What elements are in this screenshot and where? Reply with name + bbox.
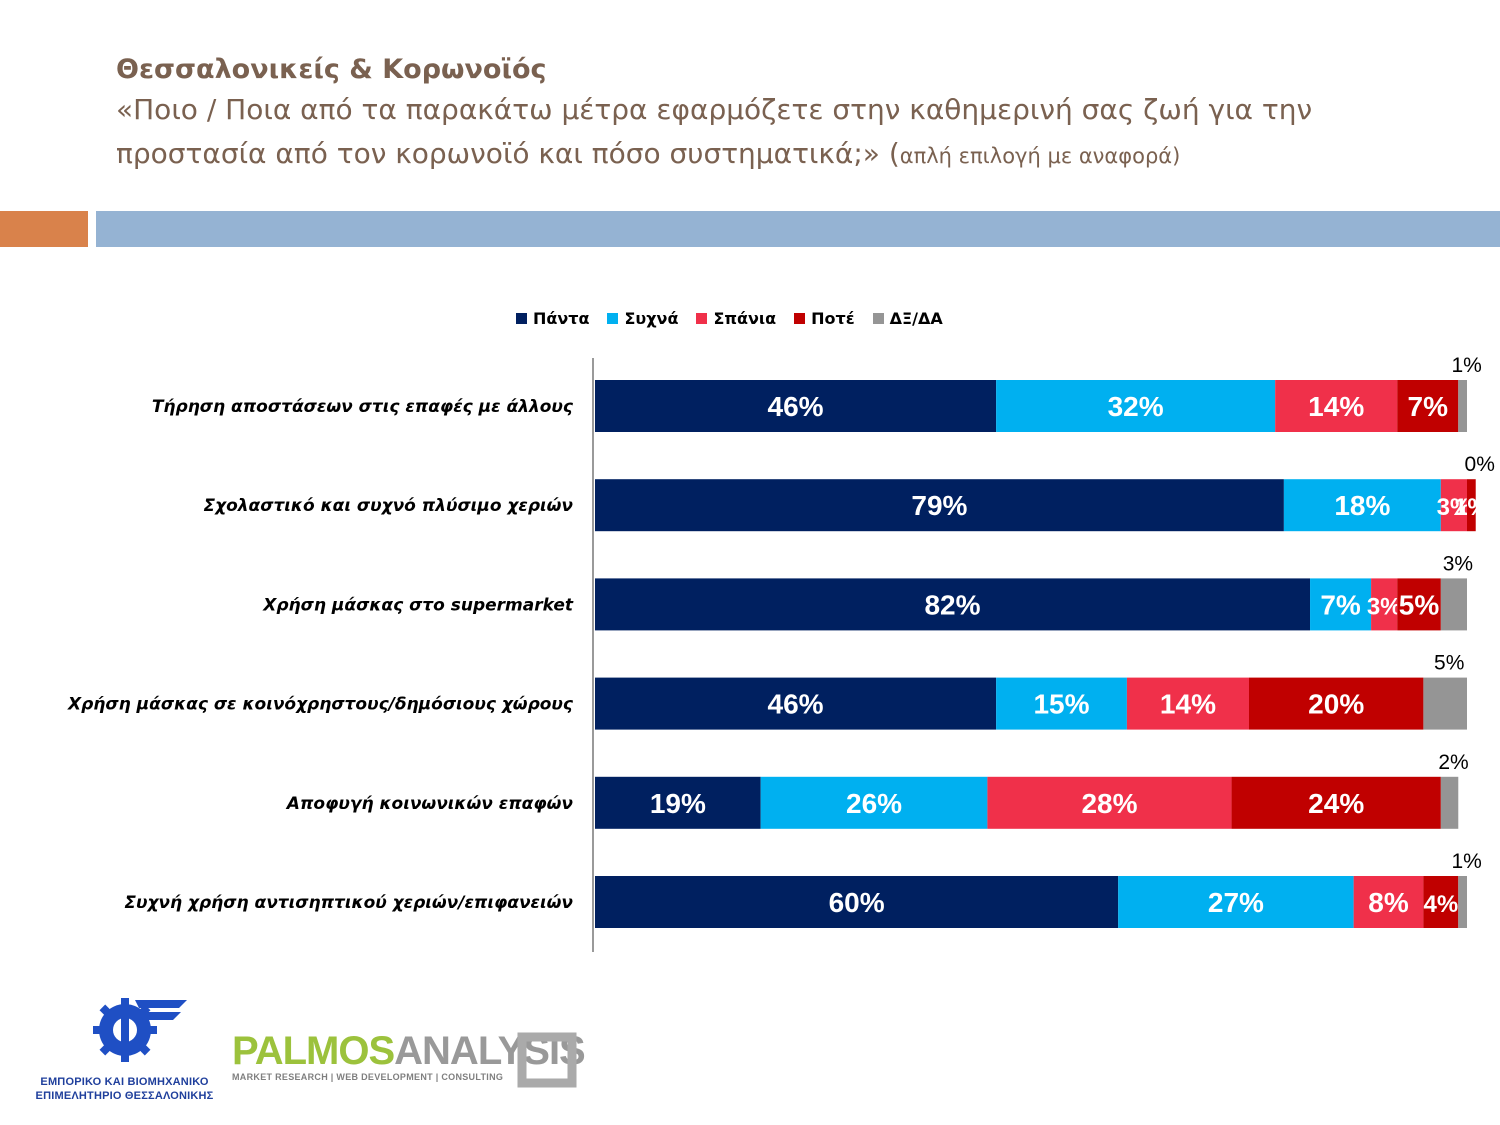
value-label-0-2: 14% [1308, 391, 1364, 422]
value-label-4-2: 28% [1081, 788, 1137, 819]
value-label-4-0: 19% [650, 788, 706, 819]
value-label-3-1: 15% [1033, 689, 1089, 720]
value-label-0-3: 7% [1408, 391, 1449, 422]
bar-5-3 [1423, 876, 1459, 928]
title-question: «Ποιο / Ποια από τα παρακάτω μέτρα εφαρμ… [116, 88, 1456, 178]
value-label-4-4: 2% [1438, 751, 1468, 774]
value-label-1-4: 0% [1465, 453, 1495, 476]
value-label-3-0: 46% [768, 689, 824, 720]
value-label-3-2: 14% [1160, 689, 1216, 720]
chamber-logo: ΕΜΠΟΡΙΚΟ ΚΑΙ ΒΙΟΜΗΧΑΝΙΚΟ ΕΠΙΜΕΛΗΤΗΡΙΟ ΘΕ… [22, 998, 227, 1108]
legend-label-4: ΔΞ/ΔΑ [889, 308, 943, 328]
bar-2-4 [1440, 578, 1467, 631]
legend-label-1: Συχνά [624, 308, 679, 328]
chamber-caption-1: ΕΜΠΟΡΙΚΟ ΚΑΙ ΒΙΟΜΗΧΑΝΙΚΟ [40, 1076, 209, 1088]
category-label-2: Χρήση μάσκας στο supermarket [262, 595, 574, 615]
question-text: «Ποιο / Ποια από τα παρακάτω μέτρα εφαρμ… [116, 93, 1313, 170]
category-label-4: Αποφυγή κοινωνικών επαφών [285, 794, 574, 814]
bar-1-0 [595, 479, 1284, 532]
chamber-caption-2: ΕΠΙΜΕΛΗΤΗΡΙΟ ΘΕΣΣΑΛΟΝΙΚΗΣ [35, 1090, 214, 1102]
category-label-5: Συχνή χρήση αντισηπτικού χεριών/επιφανει… [124, 893, 573, 913]
palmos-word: PALMOS [232, 1029, 395, 1073]
category-label-3: Χρήση μάσκας σε κοινόχρηστους/δημόσιους … [67, 695, 574, 715]
palmos-logo: PALMOSANALYSIS MARKET RESEARCH | WEB DEV… [232, 1029, 586, 1090]
value-label-0-1: 32% [1108, 391, 1164, 422]
bar-4-2 [987, 776, 1232, 829]
header-accent-orange [0, 211, 88, 247]
value-label-2-2: 3% [1367, 593, 1402, 620]
value-label-4-3: 24% [1308, 788, 1364, 819]
bar-0-0 [595, 380, 997, 432]
category-label-0: Τήρηση αποστάσεων στις επαφές με άλλους [152, 397, 574, 417]
legend-swatch-4 [872, 312, 884, 324]
value-label-4-1: 26% [846, 788, 902, 819]
value-label-1-1: 18% [1334, 490, 1390, 521]
gear-wing-icon [93, 998, 187, 1062]
legend-item-4: ΔΞ/ΔΑ [872, 307, 943, 329]
bar-1-1 [1283, 479, 1441, 532]
bar-3-3 [1249, 677, 1424, 730]
bar-0-4 [1458, 380, 1467, 432]
bar-2-1 [1310, 578, 1372, 631]
bar-3-0 [595, 677, 997, 730]
legend-label-2: Σπάνια [713, 308, 777, 328]
bar-3-2 [1126, 677, 1249, 730]
bar-2-2 [1371, 578, 1398, 631]
legend-swatch-1 [607, 312, 619, 324]
bar-4-1 [760, 776, 988, 829]
value-label-5-0: 60% [829, 887, 885, 918]
value-label-0-4: 1% [1451, 354, 1481, 377]
value-label-5-1: 27% [1208, 887, 1264, 918]
bar-3-4 [1423, 677, 1467, 730]
value-label-2-3: 5% [1399, 589, 1440, 620]
legend-item-2: Σπάνια [696, 307, 776, 329]
palmos-square-icon [517, 1032, 577, 1088]
bar-5-1 [1118, 876, 1354, 928]
value-label-1-3: 1% [1454, 494, 1489, 521]
value-label-2-4: 3% [1443, 552, 1473, 575]
value-label-3-4: 5% [1434, 652, 1464, 675]
bar-5-0 [595, 876, 1119, 928]
bar-3-1 [996, 677, 1127, 730]
bar-4-4 [1440, 776, 1459, 829]
bar-2-0 [595, 578, 1311, 631]
legend-label-0: Πάντα [533, 308, 590, 328]
question-note: απλή επιλογή με αναφορά) [899, 144, 1181, 168]
bar-5-4 [1458, 876, 1467, 928]
bar-1-3 [1467, 479, 1476, 532]
legend-swatch-3 [794, 312, 806, 324]
palmos-tagline: MARKET RESEARCH | WEB DEVELOPMENT | CONS… [232, 1072, 504, 1082]
value-label-2-1: 7% [1320, 589, 1361, 620]
value-label-0-0: 46% [768, 391, 824, 422]
bar-0-3 [1397, 380, 1459, 432]
bar-0-1 [996, 380, 1276, 432]
chart-legend: Πάντα Συχνά Σπάνια Ποτέ ΔΞ/ΔΑ [516, 307, 943, 329]
bar-0-2 [1275, 380, 1398, 432]
legend-label-3: Ποτέ [811, 308, 855, 328]
slide-title: Θεσσαλονικείς & Κορωνοϊός «Ποιο / Ποια α… [116, 52, 1456, 178]
value-label-1-0: 79% [911, 490, 967, 521]
header-accent-blue [96, 211, 1500, 247]
bar-5-2 [1353, 876, 1424, 928]
bar-4-0 [595, 776, 761, 829]
value-label-5-2: 8% [1368, 887, 1409, 918]
legend-item-0: Πάντα [516, 307, 589, 329]
category-label-1: Σχολαστικό και συχνό πλύσιμο χεριών [204, 496, 574, 516]
legend-swatch-0 [516, 312, 527, 324]
bar-1-2 [1440, 479, 1467, 532]
legend-swatch-2 [696, 312, 708, 324]
bar-2-3 [1397, 578, 1441, 631]
legend-item-3: Ποτέ [794, 307, 855, 329]
value-label-1-2: 3% [1437, 494, 1472, 521]
value-label-2-0: 82% [924, 589, 980, 620]
bar-4-3 [1231, 776, 1441, 829]
stacked-bar-chart: Τήρηση αποστάσεων στις επαφές με άλλους 4… [67, 354, 1495, 952]
value-label-3-3: 20% [1308, 689, 1364, 720]
value-label-5-3: 4% [1423, 891, 1458, 918]
value-label-5-4: 1% [1451, 850, 1481, 873]
title-main: Θεσσαλονικείς & Κορωνοϊός [116, 54, 547, 85]
legend-item-1: Συχνά [607, 307, 678, 329]
